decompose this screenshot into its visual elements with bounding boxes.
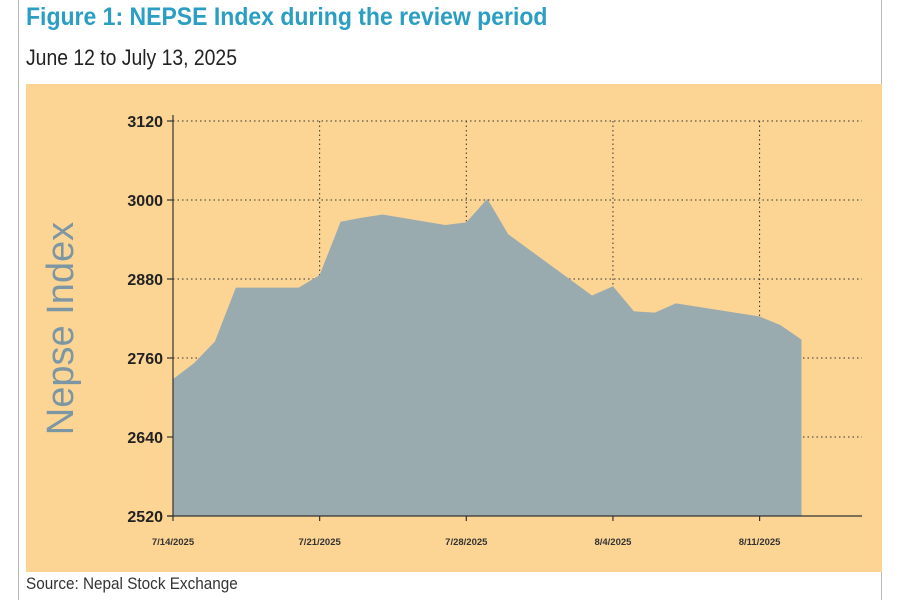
figure-subtitle: June 12 to July 13, 2025 <box>26 45 237 70</box>
nepse-area-chart: 2520 2640 2760 2880 3000 3120 7/14/2025 7/21/2… <box>40 114 862 548</box>
figure-source: Source: Nepal Stock Exchange <box>26 574 238 593</box>
y-tick-labels: 2520 2640 2760 2880 3000 3120 <box>127 114 163 526</box>
chart-panel: 2520 2640 2760 2880 3000 3120 7/14/2025 7/21/2… <box>26 84 882 572</box>
y-tick-label: 2640 <box>127 430 163 447</box>
y-axis-label: Nepse Index <box>40 222 82 435</box>
y-tick-label: 2880 <box>127 272 163 289</box>
y-tick-label: 2760 <box>127 351 163 368</box>
y-tick-label: 2520 <box>127 509 163 526</box>
y-tick-label: 3120 <box>127 114 163 131</box>
x-tick-label: 7/14/2025 <box>152 537 195 548</box>
y-tick-label: 3000 <box>127 193 163 210</box>
nepse-area <box>173 198 802 516</box>
figure-title: Figure 1: NEPSE Index during the review … <box>26 3 548 31</box>
axis-layer <box>167 115 862 521</box>
x-tick-label: 8/11/2025 <box>739 537 781 548</box>
x-tick-label: 7/21/2025 <box>299 537 342 548</box>
x-tick-labels: 7/14/2025 7/21/2025 7/28/2025 8/4/2025 8/11/… <box>152 537 781 548</box>
x-tick-label: 7/28/2025 <box>445 537 488 548</box>
x-tick-label: 8/4/2025 <box>594 537 632 548</box>
